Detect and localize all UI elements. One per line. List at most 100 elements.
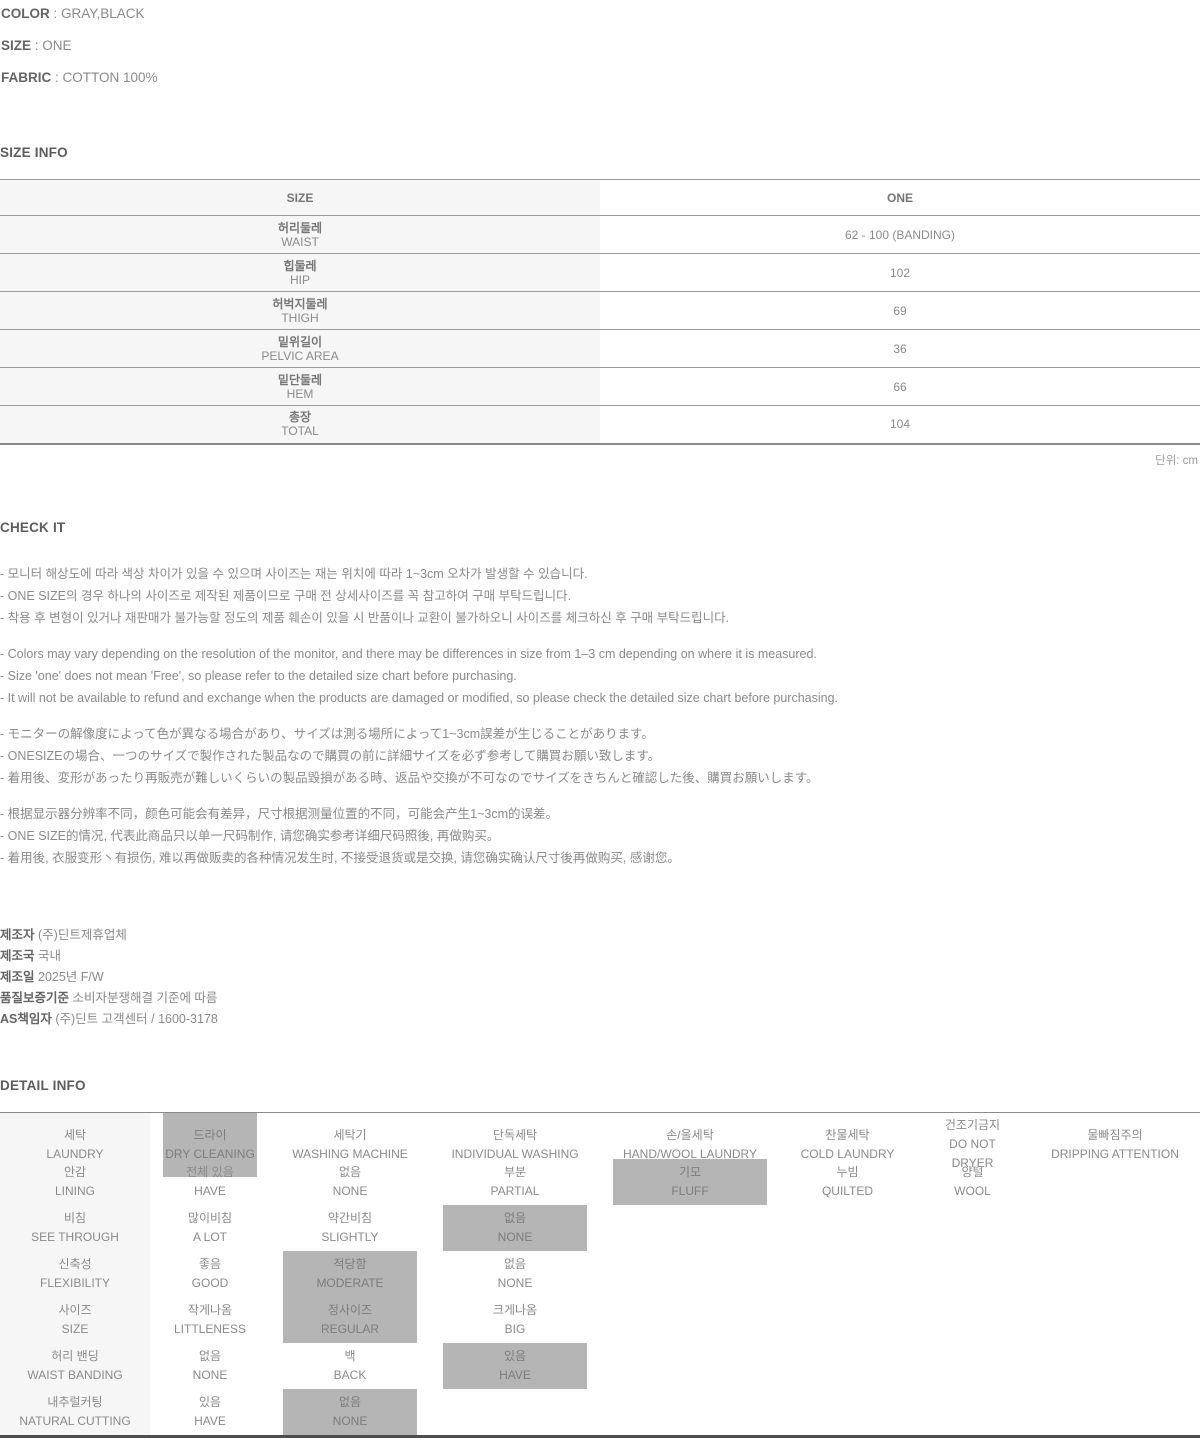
detail-option-en: DRIPPING ATTENTION [1051,1146,1179,1161]
detail-option-cell: 없음 NONE [270,1388,430,1435]
detail-empty-cell [915,1343,1030,1389]
check-it-line: - 根据显示器分辨率不同，颜色可能会有差异，尺寸根据测量位置的不同，可能会产生1… [0,806,559,821]
size-row-label: 허리둘레 WAIST [0,215,600,254]
detail-option-kr: 없음 [503,1210,527,1225]
detail-option-en: SLIGHTLY [321,1229,379,1244]
detail-empty-cell [430,1389,600,1435]
detail-option-en: BACK [333,1367,367,1382]
detail-option-en: BIG [504,1321,526,1336]
detail-option-en: NONE [497,1275,533,1290]
detail-option-kr: 찬물세탁 [825,1127,870,1142]
size-row-value: 104 [600,405,1200,445]
detail-option-en: A LOT [192,1229,227,1244]
detail-empty-cell [915,1205,1030,1251]
detail-option-kr: 없음 [338,1394,362,1409]
detail-option-kr: 작게나옴 [187,1302,233,1317]
detail-empty-cell [600,1251,780,1297]
detail-option-cell: 적당함 MODERATE [270,1250,430,1297]
manufacturer-line: AS책임자 (주)딘트 고객센터 / 1600-3178 [0,1011,218,1026]
detail-row-label-kr: 비침 [63,1210,87,1225]
detail-option-cell: 없음 NONE [430,1251,600,1297]
detail-option-cell: 없음 NONE [430,1204,600,1251]
detail-option-en: FLUFF [671,1183,709,1198]
detail-option-en: DO NOT DRYER [949,1137,996,1170]
detail-row-label-en: NATURAL CUTTING [19,1413,131,1428]
check-it-block: - 모니터 해상도에 따라 색상 차이가 있을 수 있으며 사이즈는 재는 위치… [0,563,1200,629]
detail-empty-cell [600,1389,780,1435]
detail-option-en: WASHING MACHINE [292,1146,408,1161]
detail-option-kr: 백 [344,1348,356,1363]
size-row-label: 밑단둘레 HEM [0,367,600,406]
detail-row-label: 허리 밴딩 WAIST BANDING [0,1342,150,1389]
detail-option-cell: 있음 HAVE [430,1342,600,1389]
detail-option-cell: 부분 PARTIAL [430,1159,600,1205]
check-it-line: - 착용 후 변형이 있거나 재판매가 불가능할 정도의 제품 훼손이 있을 시… [0,610,730,625]
detail-option-cell: 누빔 QUILTED [780,1159,915,1205]
size-row-label-en: TOTAL [281,424,319,439]
size-row-value: 36 [600,329,1200,368]
detail-option-en: DRY CLEANING [165,1146,255,1161]
detail-option-en: COLD LAUNDRY [800,1146,895,1161]
detail-option-cell: 물빠짐주의 DRIPPING ATTENTION [1030,1113,1200,1177]
size-row-value: 102 [600,253,1200,292]
detail-option-cell: 없음 NONE [270,1159,430,1205]
detail-option-en: HAND/WOOL LAUNDRY [622,1146,758,1161]
detail-empty-cell [780,1343,915,1389]
size-row-label-en: PELVIC AREA [261,348,339,363]
check-it-line: - It will not be available to refund and… [0,690,839,705]
detail-option-cell: 작게나옴 LITTLENESS [150,1297,270,1343]
size-row-label-kr: 밑위길이 [277,334,323,349]
detail-empty-cell [1030,1343,1200,1389]
manufacturer-line: 제조자 (주)딘트제휴업체 [0,927,127,942]
size-row-label-en: HEM [286,386,314,401]
detail-option-cell: 양털 WOOL [915,1159,1030,1205]
size-row-label-kr: 허리둘레 [277,220,323,235]
detail-row-label-en: WAIST BANDING [27,1367,123,1382]
detail-option-kr: 약간비침 [327,1210,373,1225]
detail-option-en: INDIVIDUAL WASHING [451,1146,579,1161]
detail-option-en: REGULAR [320,1321,379,1336]
size-header-value: ONE [600,179,1200,216]
table-row: 밑단둘레 HEM 66 [0,367,1200,406]
detail-row-label-kr: 사이즈 [58,1302,92,1317]
detail-option-cell: 있음 HAVE [150,1389,270,1435]
detail-empty-cell [915,1389,1030,1435]
detail-option-cell: 건조기금지 DO NOT DRYER [915,1113,1030,1177]
manufacturer-line: 품질보증기준 소비자분쟁해결 기준에 따름 [0,990,218,1005]
detail-option-cell: 기모 FLUFF [600,1158,780,1205]
check-it-line: - モニターの解像度によって色が異なる場合があり、サイズは測る場所によって1~3… [0,726,654,741]
unit-note: 단위: cm [1155,454,1198,467]
detail-option-cell: 약간비침 SLIGHTLY [270,1205,430,1251]
size-row-label: 힙둘레 HIP [0,253,600,292]
size-row-value: 66 [600,367,1200,406]
detail-row-label-kr: 신축성 [58,1256,92,1271]
detail-option-cell: 많이비침 A LOT [150,1205,270,1251]
detail-option-kr: 세탁기 [333,1127,367,1142]
detail-option-en: QUILTED [821,1183,874,1198]
check-it-line: - Size 'one' does not mean 'Free', so pl… [0,668,517,683]
detail-row-label-en: SIZE [61,1321,89,1336]
table-row: 총장 TOTAL 104 [0,405,1200,445]
manufacturer-line: 제조일 2025년 F/W [0,969,104,984]
detail-empty-cell [1030,1297,1200,1343]
detail-row-label-en: FLEXIBILITY [39,1275,111,1290]
detail-option-kr: 드라이 [193,1127,227,1142]
detail-empty-cell [780,1251,915,1297]
detail-option-kr: 없음 [503,1256,527,1271]
detail-row-label: 비침 SEE THROUGH [0,1204,150,1251]
detail-option-kr: 손/울세탁 [666,1127,714,1142]
detail-option-en: NONE [332,1413,368,1428]
size-row-label-en: HIP [289,272,310,287]
detail-option-en: HAVE [194,1183,226,1198]
detail-option-kr: 크게나옴 [492,1302,538,1317]
size-table: SIZE ONE 허리둘레 WAIST 62 - 100 (BANDING) 힙둘레 HIP… [0,179,1200,445]
size-row-value: 62 - 100 (BANDING) [600,215,1200,254]
detail-empty-cell [915,1251,1030,1297]
detail-option-kr: 부분 [503,1164,527,1179]
detail-row-label-kr: 허리 밴딩 [51,1348,99,1363]
detail-empty-cell [1030,1205,1200,1251]
detail-option-cell: 크게나옴 BIG [430,1297,600,1343]
detail-option-cell: 찬물세탁 COLD LAUNDRY [780,1113,915,1177]
detail-option-en: WOOL [954,1183,991,1198]
